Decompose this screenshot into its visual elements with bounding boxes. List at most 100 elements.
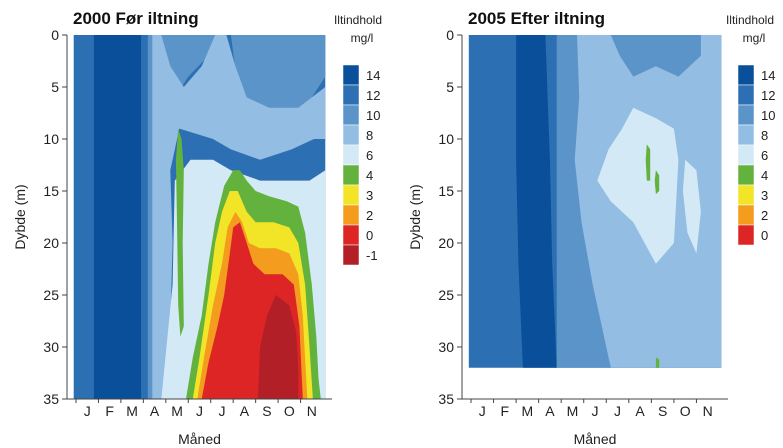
y-tick-label: 30 — [43, 339, 59, 355]
y-tick-label: 0 — [51, 27, 59, 43]
colorbar-label: 2 — [761, 208, 768, 223]
contour-region-4-8 — [655, 357, 660, 368]
x-tick-label: N — [703, 403, 713, 419]
colorbar-label: 3 — [761, 188, 768, 203]
contour-region-6-4 — [597, 107, 679, 264]
x-axis-label: Måned — [574, 431, 617, 447]
colorbar-swatch — [737, 104, 755, 126]
colorbar-swatch — [737, 164, 755, 186]
colorbar-swatch — [737, 144, 755, 166]
x-tick-label: F — [501, 403, 510, 419]
colorbar-label: 6 — [366, 148, 373, 163]
colorbar-swatch — [342, 184, 360, 206]
colorbar-label: 0 — [366, 228, 373, 243]
colorbar-swatch — [342, 124, 360, 146]
colorbar-label: 12 — [366, 88, 380, 103]
colorbar-swatch — [342, 84, 360, 106]
x-axis-label: Måned — [178, 431, 221, 447]
x-tick-label: S — [658, 403, 667, 419]
x-tick-label: J — [218, 403, 225, 419]
colorbar-label: 6 — [761, 148, 768, 163]
colorbar-swatch — [342, 224, 360, 246]
contour-fill-group — [468, 35, 722, 368]
colorbar-label: 10 — [366, 108, 380, 123]
x-tick-label: M — [171, 403, 183, 419]
contour-fill-group — [73, 35, 326, 399]
x-tick-label: M — [126, 403, 138, 419]
x-tick-label: A — [240, 403, 250, 419]
contour-region-6-5 — [682, 159, 701, 254]
colorbar-label: 0 — [761, 228, 768, 243]
colorbar-swatch — [342, 144, 360, 166]
colorbar-swatch — [737, 204, 755, 226]
y-tick-label: 15 — [43, 183, 59, 199]
colorbar-label: 8 — [366, 128, 373, 143]
colorbar-swatch — [737, 224, 755, 246]
x-tick-label: A — [545, 403, 555, 419]
y-tick-label: 20 — [43, 235, 59, 251]
y-tick-label: 25 — [43, 287, 59, 303]
x-tick-label: J — [614, 403, 621, 419]
y-tick-label: 35 — [43, 391, 59, 407]
contour-region-neg1-11 — [257, 295, 299, 399]
colorbar-label: 3 — [366, 188, 373, 203]
x-tick-label: J — [592, 403, 599, 419]
x-tick-label: N — [307, 403, 317, 419]
x-tick-label: M — [522, 403, 534, 419]
colorbar-swatch — [342, 104, 360, 126]
y-tick-label: 15 — [438, 183, 454, 199]
colorbar-title: Iltindhold — [726, 13, 774, 27]
colorbar-swatch — [342, 244, 360, 266]
colorbar-swatch — [342, 204, 360, 226]
x-tick-label: O — [680, 403, 691, 419]
x-tick-label: O — [284, 403, 295, 419]
contour-region-14-1 — [516, 35, 557, 368]
x-tick-label: A — [635, 403, 645, 419]
colorbar-swatch — [342, 164, 360, 186]
colorbar-label: 14 — [366, 68, 380, 83]
y-axis-label: Dybde (m) — [407, 184, 423, 249]
colorbar-label: -1 — [366, 248, 378, 263]
x-tick-label: M — [567, 403, 579, 419]
chart-title: 2000 Før iltning — [73, 9, 199, 28]
y-tick-label: 10 — [43, 131, 59, 147]
y-tick-label: 25 — [438, 287, 454, 303]
y-tick-label: 5 — [446, 79, 454, 95]
x-tick-label: J — [479, 403, 486, 419]
x-tick-label: F — [105, 403, 114, 419]
x-tick-label: A — [150, 403, 160, 419]
colorbar-label: 12 — [761, 88, 775, 103]
y-tick-label: 20 — [438, 235, 454, 251]
contour-region-4-7 — [175, 128, 184, 337]
contour-region-10-3 — [230, 35, 326, 119]
colorbar-swatch — [737, 124, 755, 146]
colorbar-swatch — [342, 64, 360, 86]
colorbar-label: 14 — [761, 68, 775, 83]
colorbar-swatch — [737, 64, 755, 86]
x-tick-label: S — [262, 403, 271, 419]
contour-region-8-4 — [152, 35, 326, 399]
colorbar-swatch — [737, 84, 755, 106]
y-tick-label: 30 — [438, 339, 454, 355]
y-tick-label: 0 — [446, 27, 454, 43]
x-tick-label: J — [84, 403, 91, 419]
contour-region-4-6 — [645, 144, 651, 181]
colorbar-title: Iltindhold — [334, 13, 382, 27]
y-tick-label: 35 — [438, 391, 454, 407]
y-axis-label: Dybde (m) — [12, 184, 28, 249]
colorbar-label: 10 — [761, 108, 775, 123]
colorbar-label: 2 — [366, 208, 373, 223]
contour-region-4-7 — [654, 170, 660, 195]
y-tick-label: 10 — [438, 131, 454, 147]
colorbar-label: 8 — [761, 128, 768, 143]
colorbar-unit: mg/l — [351, 31, 374, 45]
colorbar-unit: mg/l — [743, 31, 766, 45]
chart-title: 2005 Efter iltning — [468, 9, 605, 28]
x-tick-label: J — [196, 403, 203, 419]
colorbar-label: 4 — [366, 168, 373, 183]
colorbar-swatch — [737, 184, 755, 206]
colorbar-label: 4 — [761, 168, 768, 183]
